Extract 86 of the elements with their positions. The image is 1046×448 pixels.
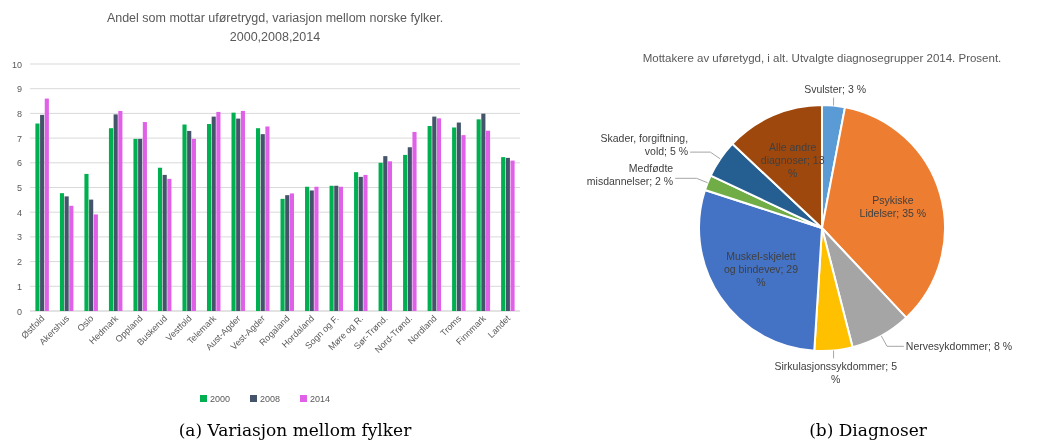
- bar: [280, 198, 285, 311]
- y-tick-label: 3: [16, 232, 22, 243]
- slice-label: Psykiske Lidelser; 35 %: [859, 194, 927, 220]
- bar: [69, 205, 74, 311]
- bar: [387, 161, 393, 311]
- bar: [476, 119, 481, 311]
- bar: [285, 195, 290, 311]
- bar: [452, 127, 457, 311]
- bar: [256, 128, 261, 311]
- y-tick-label: 2: [16, 257, 22, 268]
- bar: [265, 126, 270, 311]
- bar: [44, 98, 49, 311]
- bar: [456, 122, 461, 311]
- y-tick-label: 10: [11, 59, 22, 70]
- bar: [309, 190, 314, 311]
- slice-label: Svulster; 3 %: [804, 82, 867, 95]
- bar: [240, 110, 245, 311]
- bar: [113, 114, 118, 311]
- y-tick-label: 9: [16, 84, 22, 95]
- y-tick-label: 5: [16, 183, 22, 193]
- bar: [363, 174, 368, 311]
- bar: [407, 147, 412, 311]
- bar: [84, 173, 89, 311]
- y-tick-label: 8: [16, 108, 22, 119]
- bar: [354, 172, 359, 311]
- bar: [461, 135, 466, 311]
- bar: [231, 112, 236, 311]
- legend-label: 2008: [260, 394, 281, 404]
- bar: [59, 193, 65, 311]
- chart-title: Mottakere av uføretygd, i alt. Utvalgte diagnosegrupper 2014. Prosent.: [642, 52, 1002, 64]
- bar: [35, 123, 40, 311]
- bar: [427, 126, 432, 311]
- bar: [378, 162, 383, 311]
- bar: [432, 116, 437, 311]
- slice-label: Skader, forgiftning, vold; 5 %: [600, 131, 689, 157]
- bar: [187, 130, 192, 311]
- bar: [40, 114, 45, 311]
- y-tick-label: 6: [16, 158, 22, 169]
- bar: [412, 131, 417, 311]
- bar: [182, 124, 187, 311]
- text: (b) Diagnoser: [809, 420, 928, 440]
- y-tick-label: 1: [16, 281, 22, 292]
- bar: [481, 113, 486, 311]
- legend-label: 2014: [310, 394, 331, 404]
- bar: [64, 196, 69, 311]
- bar: [510, 160, 515, 311]
- bar: [236, 118, 241, 311]
- y-tick-label: 0: [16, 306, 22, 317]
- slice-label: Muskel-skjelett og bindevev; 29 %: [723, 249, 799, 288]
- bar: [334, 185, 339, 311]
- bar: [505, 157, 510, 311]
- bar: [167, 178, 172, 311]
- chart-title: Andel som mottar uføretrygd, variasjon mellom norske fylker.: [106, 11, 444, 25]
- bar: [142, 122, 147, 311]
- bar: [338, 186, 344, 311]
- bar: [329, 185, 334, 311]
- bar: [118, 110, 123, 311]
- bar: [314, 186, 319, 311]
- bar: [93, 214, 98, 311]
- bar: [133, 138, 138, 311]
- bar: [383, 156, 388, 311]
- bar: [216, 111, 221, 311]
- legend-label: 2000: [210, 394, 231, 404]
- bar: [206, 124, 212, 311]
- bar: [501, 157, 506, 311]
- bar: [485, 130, 491, 311]
- bar: [138, 138, 143, 311]
- slice-label: Medfødte misdannelser; 2 %: [586, 161, 674, 187]
- chart-subtitle: 2000,2008,2014: [229, 30, 321, 44]
- slice-label: Nervesykdommer; 8 %: [905, 339, 1013, 352]
- bar: [436, 118, 442, 311]
- bar: [403, 154, 408, 311]
- bar: [260, 134, 265, 311]
- slice-label: Sirkulasjonssykdommer; 5 %: [774, 360, 898, 386]
- text: (a) Variasjon mellom fylker: [178, 420, 413, 440]
- bar: [162, 174, 167, 311]
- bar: [89, 199, 94, 311]
- y-tick-label: 4: [16, 207, 22, 218]
- bar: [157, 167, 163, 311]
- y-tick-label: 7: [16, 133, 22, 144]
- bar: [289, 193, 294, 311]
- bar: [108, 128, 114, 311]
- bar: [191, 138, 196, 311]
- bar: [211, 116, 216, 311]
- bar: [305, 186, 310, 311]
- bar: [358, 176, 363, 311]
